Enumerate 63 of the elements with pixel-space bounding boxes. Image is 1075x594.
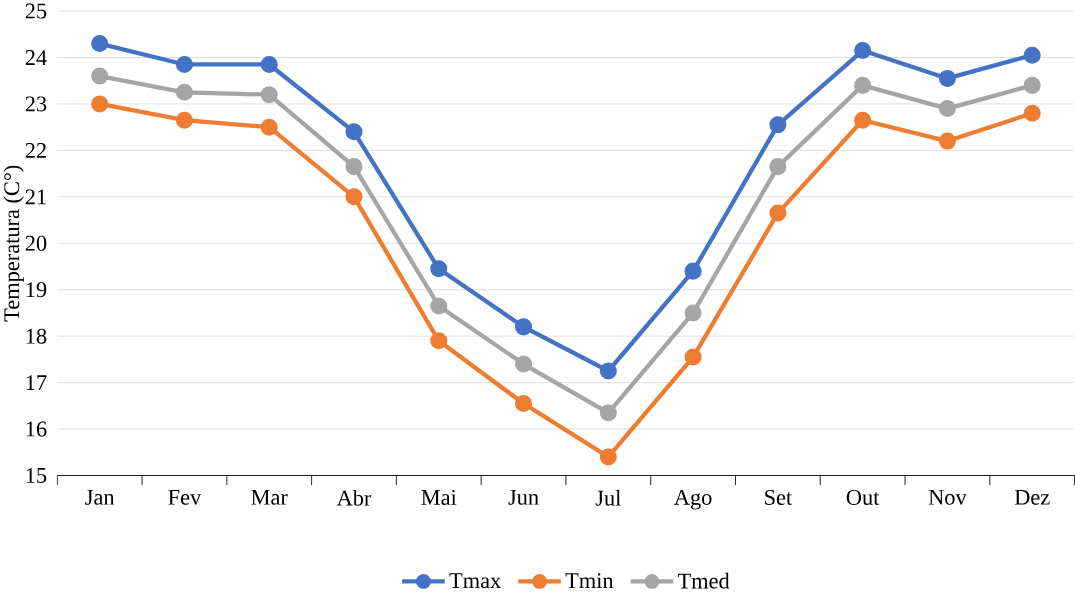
point [599,404,617,422]
x-tick-label: Out [846,489,880,505]
y-tick-label: 22 [25,142,46,158]
point [684,348,702,366]
point [938,132,956,150]
y-tick-label: 15 [26,467,47,483]
y-tick-label: 20 [25,235,47,251]
x-tick-label: Jun [508,489,539,505]
point [175,83,193,101]
point [769,158,787,176]
point [684,262,702,280]
point [1023,76,1041,94]
point [345,188,363,206]
point [599,362,617,380]
y-axis-title: Temperatura (C°) [3,165,24,322]
point [91,34,109,52]
point [260,118,278,136]
y-tick-label: 19 [26,282,47,298]
x-tick-label: Ago [674,489,712,510]
point [938,69,956,87]
point [345,123,363,141]
point [91,67,109,85]
point [175,55,193,73]
y-tick-label: 18 [26,328,47,344]
point [854,76,872,94]
point [430,297,448,315]
point [769,204,787,222]
y-tick-label: 16 [26,421,47,437]
legend-label: Tmax [449,573,501,589]
point [769,116,787,134]
point [515,355,533,373]
x-tick-label: Set [765,489,793,505]
y-tick-label: 24 [25,49,47,65]
legend-label: Tmed [677,572,730,589]
x-tick-label: Jan [85,489,115,505]
point [430,332,448,350]
point [854,111,872,129]
point [175,111,193,129]
x-tick-label: Jul [595,489,621,506]
point [1023,46,1041,64]
point [684,304,702,322]
y-tick-label: 25 [25,3,47,19]
point [260,55,278,73]
x-tick-label: Nov [928,489,967,505]
point [515,318,533,336]
x-tick-label: Mai [421,489,457,505]
point [91,95,109,113]
point [430,260,448,278]
y-tick-label: 21 [25,189,46,205]
x-tick-label: Abr [336,489,372,506]
x-tick-label: Mar [251,489,288,505]
point [515,394,533,412]
x-tick-label: Fev [168,489,202,505]
point [260,86,278,104]
point [345,158,363,176]
y-tick-label: 23 [25,96,47,112]
point [854,41,872,59]
point [938,99,956,117]
legend-label: Tmin [565,573,614,588]
point [1023,104,1041,122]
y-tick-label: 17 [26,375,47,390]
point [599,448,617,466]
x-tick-label: Dez [1014,489,1050,505]
